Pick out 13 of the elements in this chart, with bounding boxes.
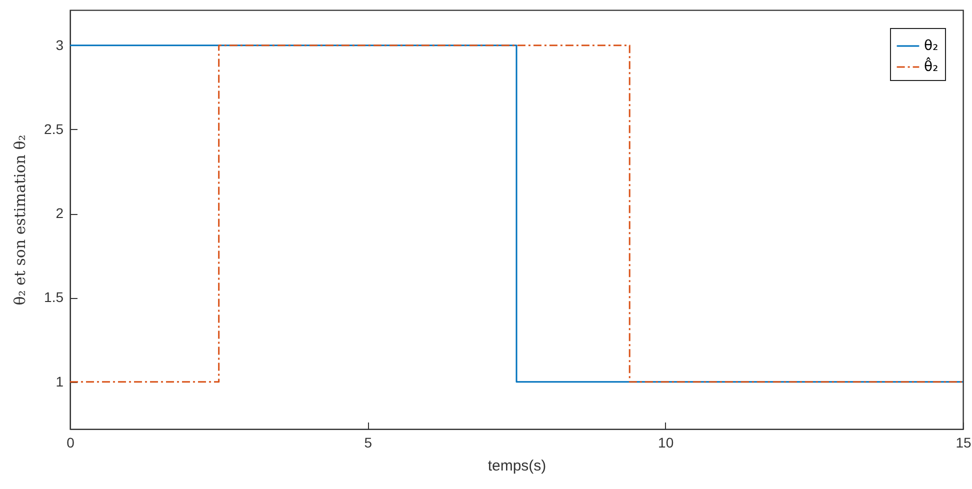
- y-tick-label: 1.5: [44, 289, 64, 306]
- y-tick-label: 2: [56, 205, 64, 222]
- x-tick-label: 10: [658, 434, 674, 450]
- x-axis-title: temps(s): [488, 458, 546, 474]
- legend-label: θ̂₂: [924, 56, 938, 75]
- y-tick-label: 2.5: [44, 120, 64, 137]
- x-tick-label: 5: [364, 434, 372, 450]
- x-tick-label: 15: [956, 434, 972, 450]
- x-tick-label: 0: [66, 434, 75, 450]
- y-axis-title: θ₂ et son estimation θ₂: [11, 134, 30, 306]
- y-tick-label: 3: [56, 36, 64, 53]
- y-tick-label: 1: [56, 373, 64, 390]
- legend-label: θ₂: [924, 38, 938, 54]
